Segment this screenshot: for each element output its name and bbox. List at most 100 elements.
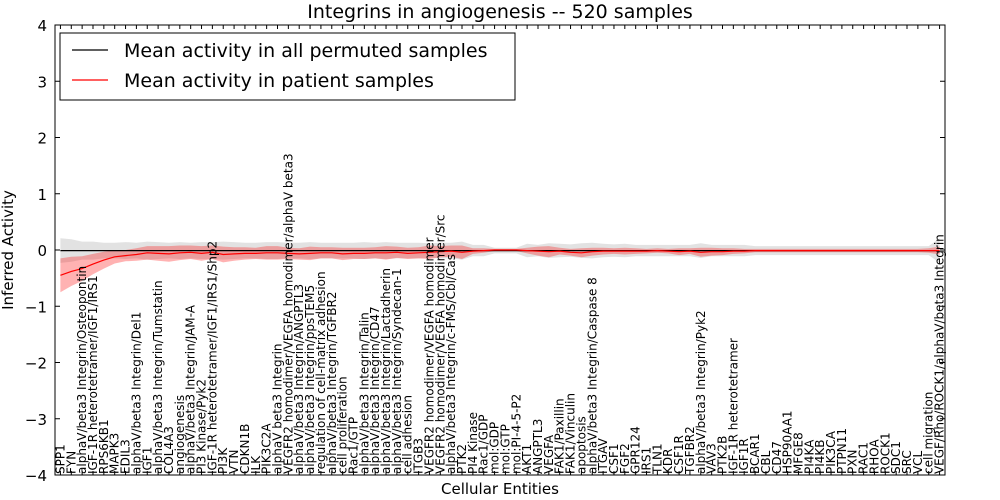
y-tick-label: −3 [25,411,47,429]
x-tick-label: alphaV/beta3 Integrin/Talin [357,312,371,474]
y-tick-label: 0 [37,242,47,260]
x-tick-label: IGF1 [140,447,154,474]
x-tick-label: FAK1/Paxillin [553,398,567,474]
x-tick-label: COL4A3 [162,426,176,474]
x-tick-label: ILK [249,455,263,474]
x-tick-label: VCL [911,450,925,474]
x-tick-label: PI3K [216,447,230,474]
x-tick-label: PTPN11 [835,428,849,474]
x-tick-label: apoptosis [574,416,588,474]
x-tick-label: alphaV/beta3 Integrin/Tumstatin [151,280,165,474]
series-lines [60,249,940,276]
x-tick-label: cell proliferation [336,376,350,474]
x-tick-label: regulation of cell-matrix adhesion [314,271,328,474]
x-tick-label: mol:GTP [498,424,512,474]
x-tick-label: HSP90AA1 [781,410,795,474]
x-tick-label: PXN [846,450,860,474]
x-axis-label: Cellular Entities [441,480,559,498]
x-tick-label: cell migration [922,392,936,474]
x-tick-label: IGF-1R heterotetramer [726,338,740,474]
y-tick-label: 1 [37,186,47,204]
x-tick-label: PI4KA [802,439,816,474]
x-tick-label: EDIL3 [119,439,133,474]
x-tick-label: PI4 Kinase [466,412,480,474]
x-tick-label: RPS6KB1 [97,419,111,474]
x-tick-label: IGF-1R heterotetramer/IGF1/IRS1 [86,275,100,474]
y-tick-label: −2 [25,355,47,373]
x-tick-label: cell adhesion [401,395,415,474]
line-series-1 [60,249,940,276]
x-tick-label: PTK2 [455,444,469,474]
x-tick-label: alphaV/beta3 Integrin/ANGPTL3 [292,284,306,474]
x-tick-label: AKT1 [520,444,534,474]
x-tick-label: ITGB3 [412,438,426,474]
axis-ticks: −4 −3 −2 −1 0 1 2 3 4 [25,17,945,485]
x-tick-label: alphaV/beta3 Integrin/Osteopontin [75,266,89,474]
x-tick-label: alphaV/beta3 Integrin/JAM-A [184,304,198,474]
y-tick-label: −1 [25,298,47,316]
y-axis-label: Inferred Activity [0,190,17,310]
x-tick-label: BCAR1 [748,433,762,474]
x-tick-label: ANGPTL3 [531,419,545,474]
x-tick-label: VAV3 [705,443,719,474]
x-tick-label: CBL [759,450,773,474]
x-tick-label: TGFBR2 [683,426,697,475]
legend-box [59,32,516,101]
x-tick-label: alphaV/beta3 Integrin/c-FMS/Cbl/Cas [444,254,458,474]
x-tick-label: VEGFR2 homodimer/VEGFA homodimer/alphaV … [281,153,295,474]
x-tick-label: Rac1/GDP [477,414,491,473]
x-tick-label: Rac1/GTP [347,417,361,474]
x-tick-label: PIK3CA [824,430,838,474]
x-tick-label: alphaV/beta3 Integrin/TGFBR2 [325,292,339,475]
x-tick-label: PI4KB [813,440,827,475]
y-tick-label: 4 [37,17,47,35]
x-tick-label: alphaV/beta3 Integrin/Lactadherin [379,268,393,474]
x-tick-label: alphaV/beta3 Integrin/Pyk2 [694,310,708,474]
x-tick-label: KDR [661,449,675,474]
x-tick-label: alphaV beta3 Integrin [271,343,285,474]
x-tick-label: alphaV/beta3 Integrin/ppsTEM5 [303,285,317,474]
x-tick-label: VEGFR2 homodimer/VEGFA homodimer [423,237,437,474]
legend-label-patient: Mean activity in patient samples [124,70,434,92]
x-tick-label: CD47 [770,441,784,474]
x-tick-label: SDC1 [889,441,903,474]
y-tick-label: 3 [37,73,47,91]
x-tick-label: MAPK3 [108,433,122,474]
x-tick-label: RHOA [868,438,882,474]
y-tick-label: 2 [37,130,47,148]
chart-title: Integrins in angiogenesis -- 520 samples [307,1,693,23]
x-tick-label: CDKN1B [238,424,252,474]
band-series-1 [60,245,940,293]
x-tick-label: FYN [64,451,78,474]
x-tick-label: angiogenesis [173,395,187,474]
x-tick-label: CSF1 [607,443,621,474]
x-tick-label: ROCK1 [878,432,892,474]
x-tick-label: SPP1 [53,444,67,474]
x-tick-label: FGF2 [618,443,632,474]
x-tick-label: VEGF/Rho/ROCK1/alphaV/beta3 Integrin [933,234,947,474]
x-tick-label: alphaV/beta3 Integrin/CD47 [368,306,382,474]
x-tick-label: GPR124 [629,426,643,474]
x-tick-label: MFGE8 [792,432,806,474]
x-tick-label: SRC [900,450,914,474]
x-tick-label: VTN [227,449,241,474]
x-tick-label: alphaV/beta3 Integrin/Del1 [129,312,143,474]
x-tick-label: FAK1/Vinculin [564,393,578,474]
x-tick-label: PIK3C2A [260,423,274,474]
x-tick-label: IGF1R [737,438,751,474]
plot-frame [54,24,946,476]
y-tick-label: −4 [25,467,47,485]
x-tick-label: alphaV/beta3 Integrin/Caspase 8 [585,277,599,474]
legend: Mean activity in all permuted samples Me… [59,32,516,101]
x-tick-label: mol:GDP [488,422,502,474]
x-tick-label: VEGFR2 homodimer/VEGFA homodimer/Src [433,214,447,474]
x-tick-label: mol:PI-4-5-P2 [509,394,523,474]
legend-label-permuted: Mean activity in all permuted samples [124,40,487,62]
x-tick-label: PI3 Kinase/Pyk2 [195,379,209,474]
x-tick-label: alphaV/beta3 Integrin/Syndecan-1 [390,268,404,474]
x-tick-label: CSF1R [672,435,686,474]
x-tick-label: RAC1 [857,442,871,474]
x-tick-label: IGF-1R heterotetramer/IGF1/IRS1/Shp2 [205,241,219,474]
